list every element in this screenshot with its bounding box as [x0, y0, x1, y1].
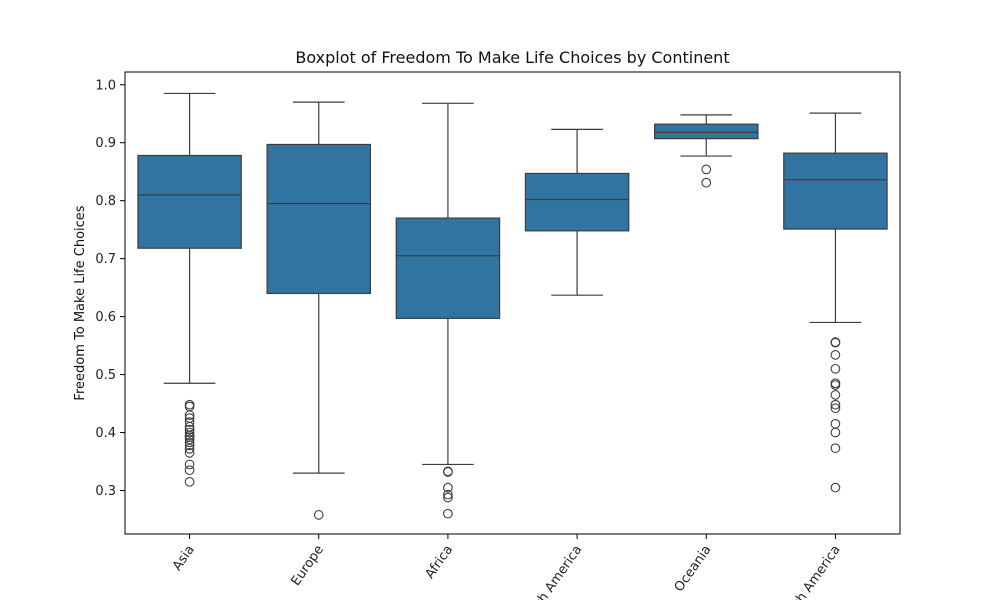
box-iqr: [524, 172, 630, 232]
outlier-point: [184, 410, 195, 421]
y-tick-label: 0.6: [95, 310, 116, 325]
outlier-point: [830, 419, 841, 429]
outlier-point: [184, 465, 195, 476]
outlier-point: [184, 440, 195, 451]
outlier-point: [184, 417, 195, 427]
y-tick-label: 0.8: [95, 194, 116, 209]
y-tick-label: 0.4: [95, 426, 116, 441]
y-axis-label: Freedom To Make Life Choices: [73, 205, 88, 400]
x-tick-label: North America: [519, 543, 585, 600]
y-tick-label: 0.9: [95, 136, 116, 151]
outlier-point: [184, 437, 195, 448]
outlier-point: [184, 447, 195, 458]
x-tick-label: Asia: [170, 543, 198, 574]
chart-title: Boxplot of Freedom To Make Life Choices …: [295, 48, 729, 67]
outlier-point: [443, 492, 453, 503]
outlier-point: [184, 434, 195, 445]
box-group-africa: [395, 102, 501, 519]
outlier-point: [184, 476, 195, 487]
y-tick-label: 0.3: [95, 484, 116, 499]
outlier-point: [443, 508, 453, 519]
box-iqr: [266, 143, 372, 295]
outlier-point: [313, 510, 324, 520]
outlier-point: [184, 427, 195, 438]
x-tick-label: South America: [777, 543, 844, 600]
outlier-point: [830, 380, 841, 390]
outlier-point: [830, 363, 841, 374]
outlier-point: [184, 443, 195, 454]
x-tick-label: Oceania: [672, 543, 715, 595]
x-tick-label: Africa: [423, 543, 457, 582]
outlier-point: [184, 424, 195, 435]
outlier-point: [443, 467, 453, 477]
y-tick-label: 0.7: [95, 252, 116, 267]
outlier-point: [701, 177, 712, 188]
outlier-point: [830, 337, 841, 348]
outlier-point: [830, 350, 841, 360]
y-axis: 0.3 0.4 0.5 0.6 0.7 0.8 0.9 1.0: [95, 78, 125, 499]
outlier-point: [830, 482, 841, 493]
x-tick-label: Europe: [289, 543, 328, 589]
box-group-north-america: [524, 128, 630, 296]
outlier-point: [830, 390, 841, 400]
outlier-point: [184, 459, 195, 470]
box-group-south-america: [783, 112, 888, 493]
box-iqr: [395, 217, 501, 319]
outlier-point: [443, 489, 453, 500]
box-group-oceania: [653, 114, 759, 188]
y-tick-label: 0.5: [95, 368, 116, 383]
y-tick-label: 1.0: [95, 78, 116, 93]
plot-area-frame: [124, 71, 901, 535]
box-iqr: [783, 152, 888, 230]
outlier-point: [701, 164, 712, 175]
outlier-point: [830, 443, 841, 454]
outlier-point: [830, 427, 841, 438]
box-iqr: [137, 154, 242, 249]
outlier-point: [830, 399, 841, 410]
outlier-point: [443, 482, 453, 493]
box-group-asia: [137, 92, 242, 487]
box-group-europe: [266, 101, 372, 520]
outlier-point: [830, 403, 841, 414]
boxes-layer: [137, 92, 888, 520]
box-iqr: [653, 123, 759, 140]
x-axis: Asia Europe Africa North America Oceania Sout…: [170, 534, 844, 600]
